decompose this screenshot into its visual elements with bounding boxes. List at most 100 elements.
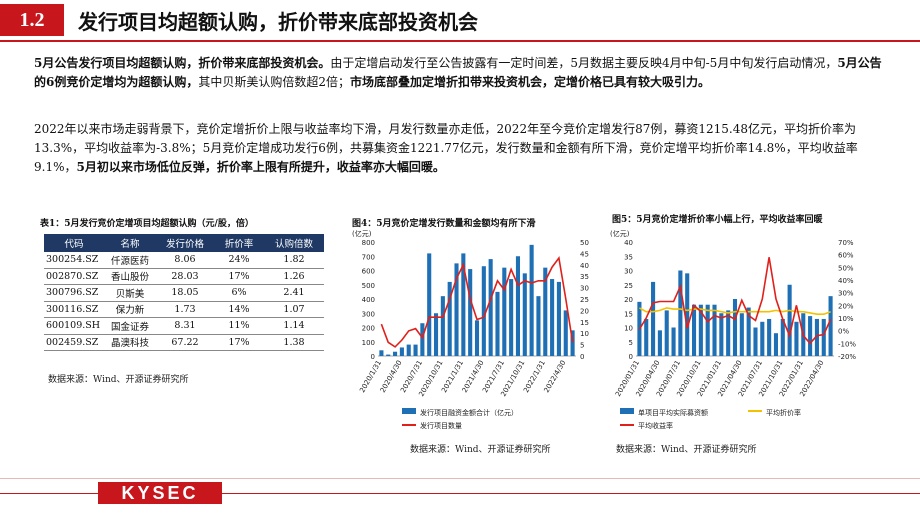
chart-bar	[821, 318, 826, 356]
chart-bar	[828, 296, 833, 356]
chart-bar	[814, 318, 819, 356]
table-cell: 17%	[214, 268, 264, 285]
y-tick-label: 100	[362, 339, 375, 347]
y-tick-label: 5	[629, 339, 633, 347]
chart-bar	[719, 313, 724, 356]
chart-bar	[698, 304, 703, 356]
chart-bar	[664, 310, 669, 356]
y2-tick-label: -10%	[838, 340, 856, 348]
table-cell: 仟源医药	[104, 252, 156, 269]
chart-bar	[773, 333, 779, 356]
chart-bar	[739, 313, 744, 356]
table-row: 300116.SZ 保力新 1.73 14% 1.07	[44, 301, 324, 318]
chart-bar	[767, 318, 772, 356]
chart-bar	[386, 354, 391, 356]
y2-tick-label: 35	[580, 273, 589, 281]
table-cell: 67.22	[156, 334, 214, 351]
chart-bar	[712, 304, 717, 356]
y2-tick-label: 45	[580, 250, 589, 258]
legend-label: 平均收益率	[638, 421, 673, 430]
table-row: 002870.SZ 香山股份 28.03 17% 1.26	[44, 268, 324, 285]
chart-bar	[685, 273, 690, 356]
legend-swatch	[402, 408, 416, 414]
legend-label: 平均折价率	[766, 408, 801, 417]
table-source: 数据来源：Wind、开源证券研究所	[48, 375, 189, 385]
chart-bar	[515, 256, 521, 356]
table-cell: 600109.SH	[44, 317, 104, 335]
chart-bar	[440, 296, 445, 356]
chart-bar	[399, 347, 404, 356]
chart-bar	[808, 316, 813, 356]
y2-tick-label: 10%	[838, 315, 854, 323]
y2-tick-label: 70%	[838, 239, 854, 247]
y2-tick-label: 20%	[838, 302, 854, 310]
chart-line	[638, 257, 832, 345]
y-tick-label: 600	[362, 268, 375, 276]
col-code: 代码	[44, 234, 104, 252]
y2-tick-label: 30	[580, 285, 589, 293]
table-cell: 贝斯美	[104, 284, 156, 302]
table-cell: 002459.SZ	[44, 334, 104, 351]
chart-bar	[671, 327, 676, 356]
chart-bar	[495, 291, 500, 356]
table-cell: 300796.SZ	[44, 284, 104, 302]
y2-tick-label: 15	[580, 319, 589, 327]
table-cell: 14%	[214, 301, 264, 318]
chart-bar	[780, 318, 785, 356]
chart-bar	[787, 284, 792, 356]
col-price: 发行价格	[156, 234, 214, 252]
chart2-svg: (亿元)40 35 30 25 20 15 10 5 0 70% 60% 50% 40% 30% 20% 10…	[610, 229, 856, 430]
chart-bar	[393, 351, 398, 356]
chart-bar	[570, 330, 575, 356]
chart-bar	[794, 321, 799, 356]
y-tick-label: 10	[624, 325, 633, 333]
table-caption: 表1：5月发行竞价定增项目均超额认购（元/股，倍）	[40, 219, 254, 229]
chart2-title: 图5：5月竞价定增折价率小幅上行，平均收益率回暖	[612, 215, 823, 225]
footer-divider	[0, 493, 920, 494]
y-tick-label: 300	[362, 310, 375, 318]
y-tick-label: 500	[362, 282, 375, 290]
header-divider	[0, 40, 920, 42]
chart-bar	[454, 263, 459, 356]
table-cell: 8.31	[156, 317, 214, 335]
paragraph-2: 2022年以来市场走弱背景下，竞价定增折价上限与收益率均下滑，月发行数量亦走低，…	[34, 120, 884, 177]
chart-bar	[543, 267, 548, 356]
table-cell: 300254.SZ	[44, 252, 104, 269]
chart-bar	[461, 253, 466, 356]
y-axis-unit: (亿元)	[352, 229, 372, 238]
y-tick-label: 15	[624, 310, 633, 318]
chart-bar	[691, 304, 697, 356]
chart-bar	[556, 281, 561, 356]
table-cell: 6%	[214, 284, 264, 302]
chart-bar	[563, 310, 568, 356]
chart-bar	[502, 267, 507, 356]
y2-tick-label: 25	[580, 296, 589, 304]
y-tick-label: 35	[624, 253, 633, 261]
section-number: 1.2	[0, 4, 64, 36]
y-tick-label: 700	[362, 253, 375, 261]
table-cell: 1.82	[264, 252, 324, 269]
chart-bar	[746, 307, 751, 356]
chart-bar	[420, 323, 425, 356]
chart-bar	[488, 259, 493, 356]
table-cell: 国金证券	[104, 317, 156, 335]
y-tick-label: 800	[362, 239, 375, 247]
table-cell: 002870.SZ	[44, 268, 104, 285]
page-title: 发行项目均超额认购，折价带来底部投资机会	[78, 10, 478, 34]
chart-bar	[481, 266, 486, 356]
y-tick-label: 0	[629, 353, 633, 361]
table-cell: 1.73	[156, 301, 214, 318]
legend-label: 发行项目数量	[420, 421, 462, 430]
chart2-source: 数据来源：Wind、开源证券研究所	[616, 445, 757, 455]
chart1-source: 数据来源：Wind、开源证券研究所	[410, 445, 551, 455]
kysec-logo: KYSEC	[98, 482, 222, 504]
table-row: 600109.SH 国金证券 8.31 11% 1.14	[44, 317, 324, 335]
p2-s2: 5月竞价定增成功发行6例，	[202, 141, 350, 155]
chart-bar	[474, 320, 480, 356]
x-tick-label: 2022/4/30	[543, 359, 568, 394]
chart-bar	[705, 304, 710, 356]
table-cell: 1.07	[264, 301, 324, 318]
table-row: 300254.SZ 仟源医药 8.06 24% 1.82	[44, 252, 324, 269]
chart-bar	[651, 281, 656, 356]
col-multiple: 认购倍数	[264, 234, 324, 252]
